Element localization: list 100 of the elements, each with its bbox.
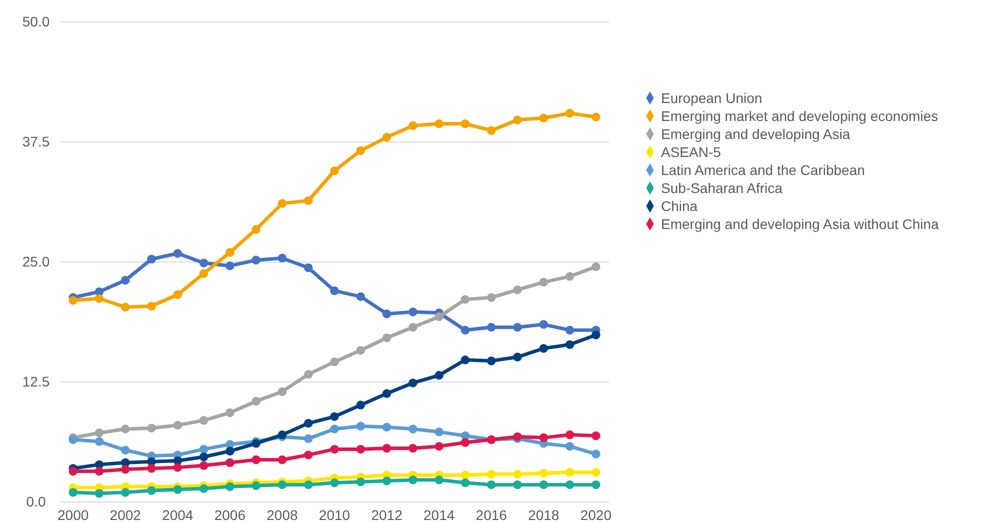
- point: [565, 326, 574, 335]
- point: [486, 470, 496, 479]
- point: [252, 455, 260, 464]
- point: [460, 470, 470, 480]
- legend-label: Sub-Saharan Africa: [661, 180, 783, 196]
- point: [68, 296, 78, 305]
- point: [460, 326, 470, 335]
- point: [304, 480, 313, 490]
- point: [356, 146, 366, 155]
- x-tick-label: 2008: [266, 506, 298, 523]
- point: [330, 412, 339, 421]
- point: [252, 225, 260, 234]
- point: [94, 294, 104, 303]
- point: [408, 424, 418, 434]
- x-tick-label: 2000: [57, 506, 89, 523]
- point: [408, 322, 418, 332]
- point: [434, 312, 444, 322]
- x-tick-label: 2002: [110, 506, 142, 523]
- point: [304, 450, 313, 460]
- point: [382, 389, 392, 398]
- point: [539, 480, 548, 490]
- point: [147, 486, 156, 495]
- point: [592, 431, 600, 440]
- y-tick-label: 37.5: [22, 133, 50, 150]
- point: [226, 248, 234, 257]
- point: [252, 396, 260, 406]
- x-tick-label: 2004: [162, 506, 194, 523]
- point: [120, 424, 130, 434]
- y-tick-label: 0.0: [26, 493, 46, 510]
- point: [434, 476, 444, 484]
- point: [434, 119, 444, 128]
- point: [539, 320, 548, 329]
- point: [252, 481, 260, 490]
- point: [94, 489, 104, 498]
- point: [356, 292, 366, 301]
- point: [226, 482, 234, 491]
- point: [330, 286, 339, 296]
- point: [539, 468, 548, 478]
- point: [382, 132, 392, 142]
- point: [226, 458, 234, 467]
- point: [173, 485, 182, 494]
- point: [68, 466, 78, 476]
- point: [330, 424, 339, 434]
- point: [304, 434, 313, 443]
- point: [68, 488, 78, 497]
- point: [513, 116, 522, 124]
- point: [120, 302, 130, 312]
- y-tick-label: 50.0: [22, 13, 50, 30]
- y-tick-label: 12.5: [22, 373, 50, 390]
- point: [199, 484, 208, 493]
- point: [565, 272, 574, 281]
- point: [486, 293, 496, 302]
- point: [173, 249, 182, 258]
- point: [382, 333, 392, 342]
- point: [199, 258, 208, 268]
- point: [408, 121, 418, 130]
- point: [278, 480, 287, 490]
- point: [486, 126, 496, 135]
- point: [460, 295, 470, 304]
- point: [304, 263, 313, 272]
- point: [513, 285, 522, 294]
- point: [147, 302, 156, 311]
- point: [592, 480, 600, 490]
- point: [460, 478, 470, 488]
- point: [199, 444, 208, 454]
- point: [120, 465, 130, 474]
- legend-label: Emerging and developing Asia: [661, 126, 850, 142]
- point: [94, 437, 104, 446]
- point: [592, 330, 600, 340]
- x-tick-label: 2020: [580, 506, 612, 523]
- point: [330, 357, 339, 366]
- point: [94, 466, 104, 476]
- point: [226, 261, 234, 270]
- x-tick-label: 2018: [528, 506, 560, 523]
- point: [382, 309, 392, 318]
- point: [356, 477, 366, 486]
- point: [434, 442, 444, 451]
- legend-label: European Union: [661, 90, 762, 106]
- point: [147, 424, 156, 432]
- point: [565, 442, 574, 451]
- point: [592, 468, 600, 477]
- point: [147, 464, 156, 473]
- point: [513, 480, 522, 490]
- point: [120, 276, 130, 285]
- point: [539, 114, 548, 122]
- x-tick-label: 2010: [318, 506, 350, 523]
- point: [330, 166, 339, 176]
- point: [304, 418, 313, 428]
- point: [173, 463, 182, 472]
- point: [513, 352, 522, 362]
- point: [199, 461, 208, 470]
- point: [226, 446, 234, 456]
- point: [408, 378, 418, 388]
- point: [434, 370, 444, 380]
- point: [304, 370, 313, 379]
- point: [278, 199, 287, 208]
- point: [330, 444, 339, 454]
- point: [356, 444, 366, 454]
- point: [199, 269, 208, 278]
- x-tick-label: 2016: [476, 506, 508, 523]
